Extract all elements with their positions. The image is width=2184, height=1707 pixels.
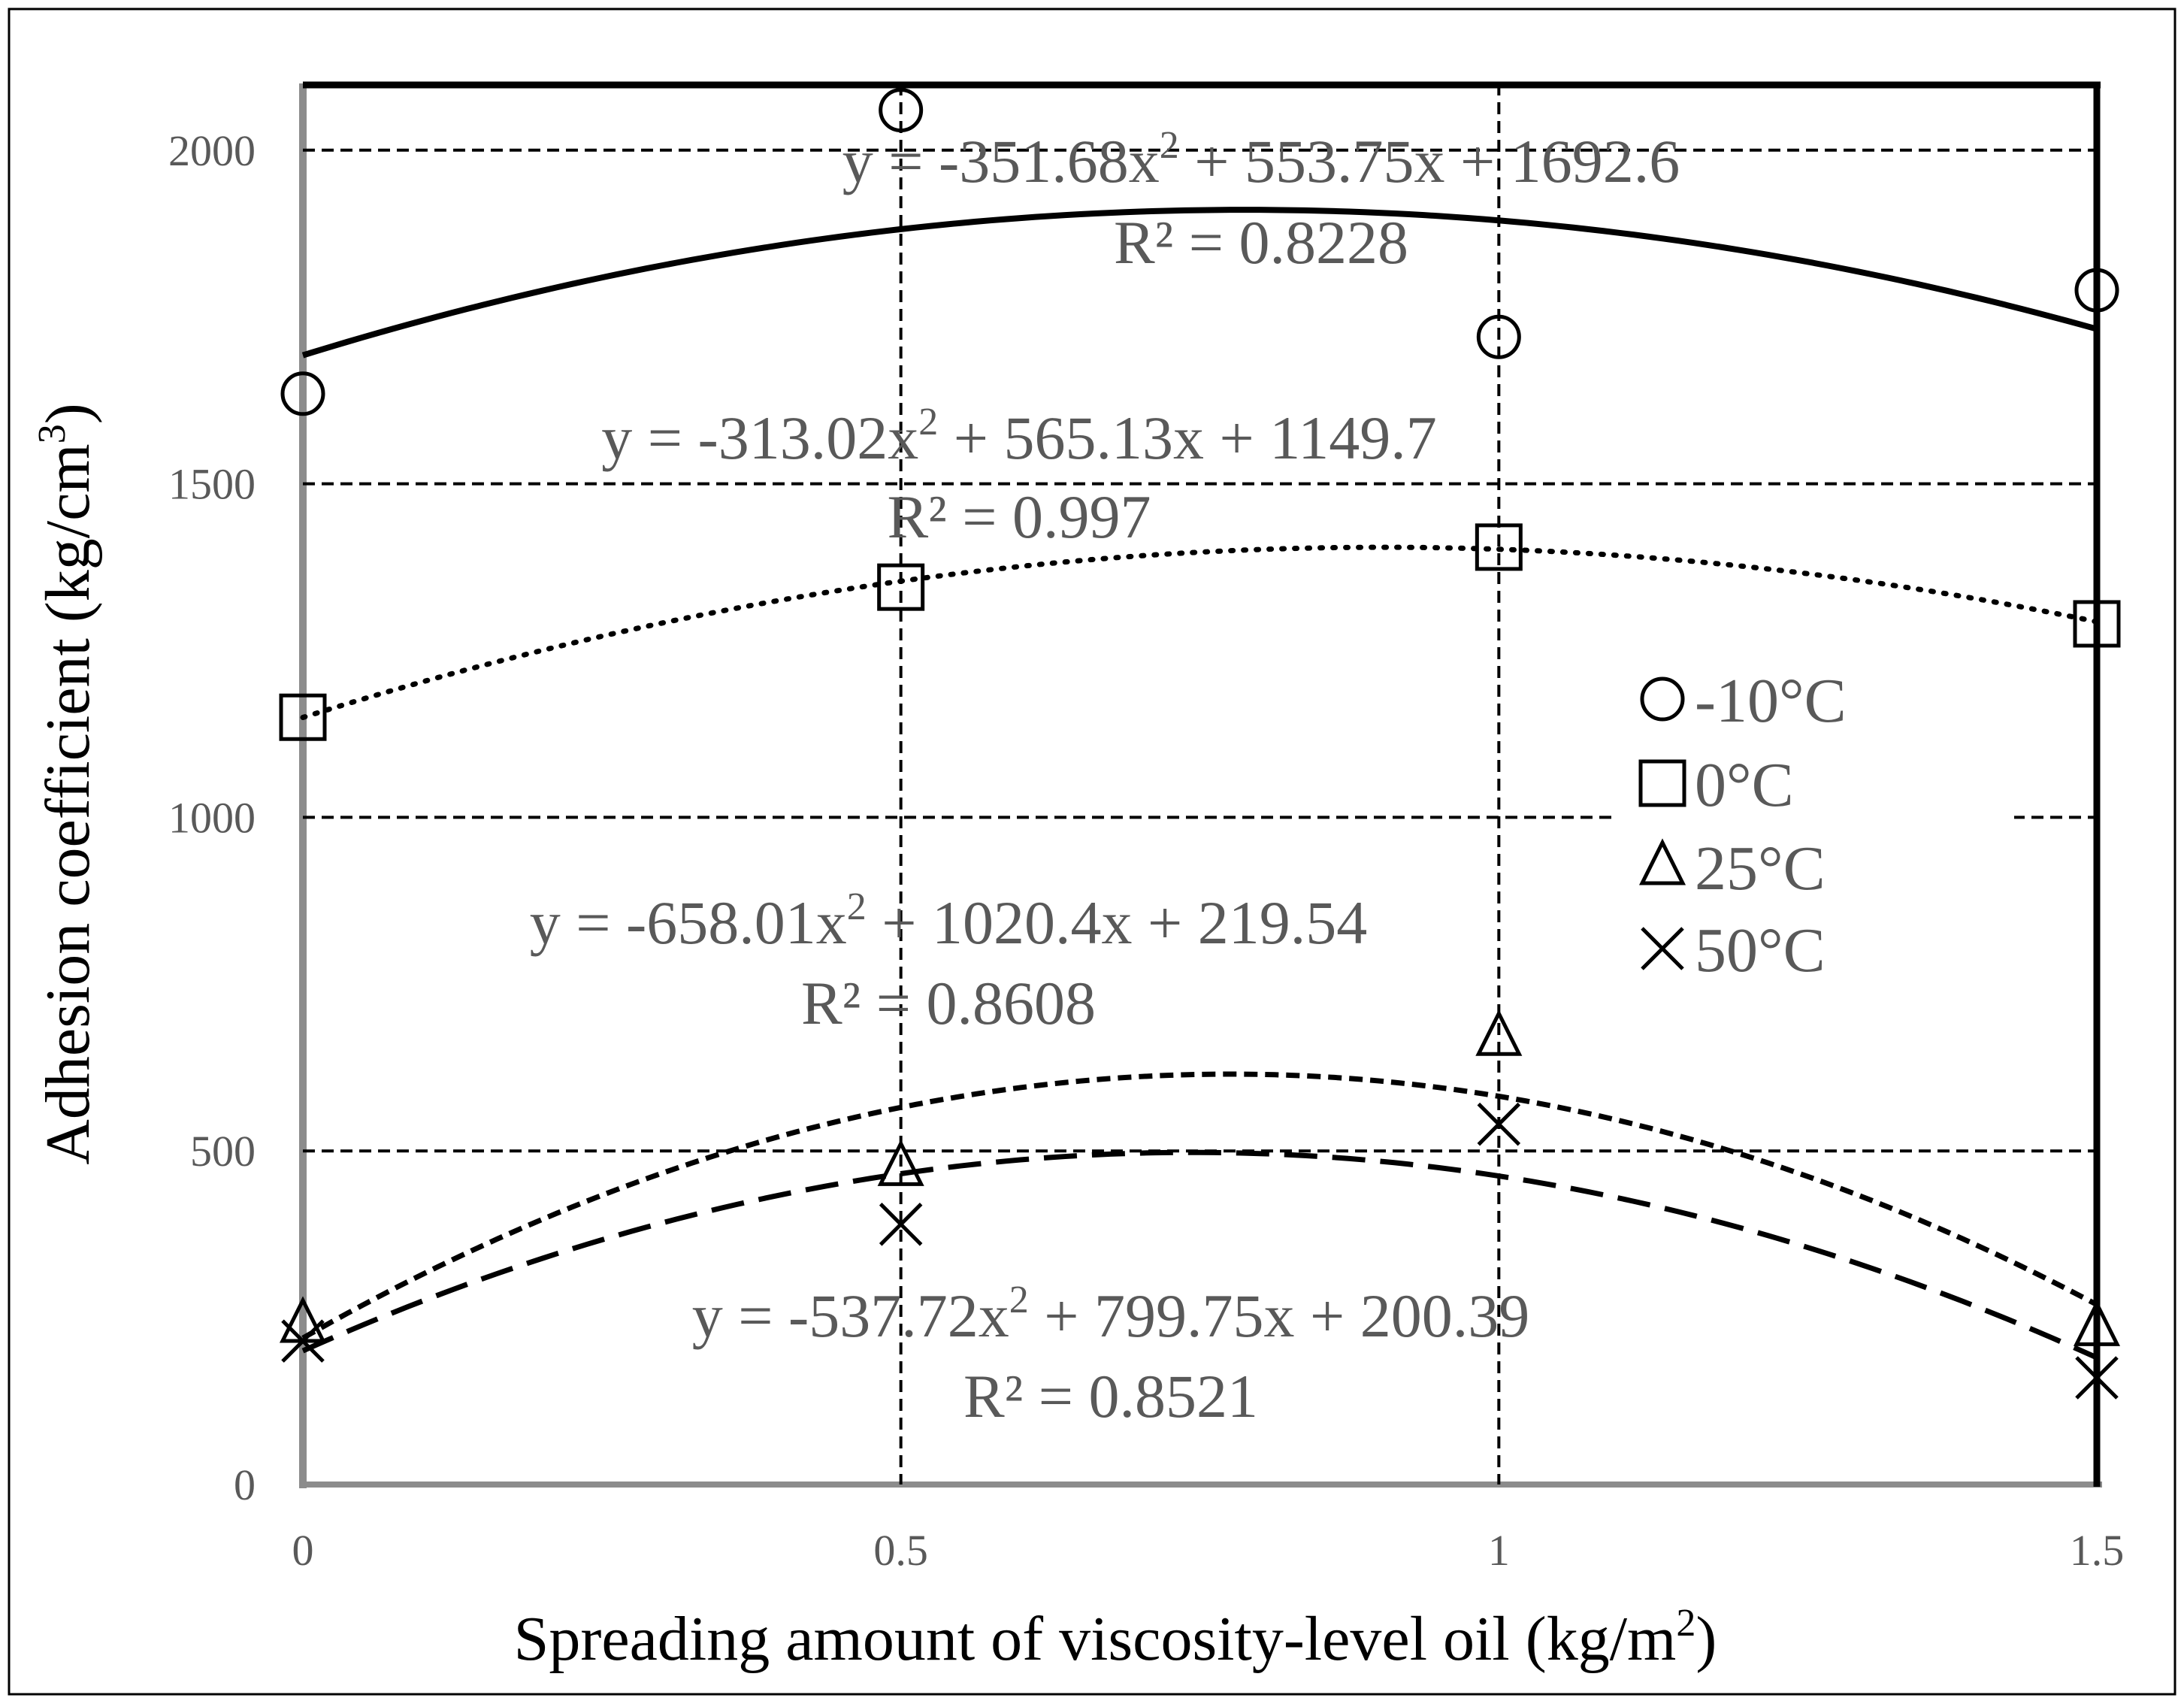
trend-equations: y = -351.68x2 + 553.75x + 1692.6 R² = 0.8… [530,124,1680,1430]
legend-label: 50°C [1695,916,1826,985]
data-point-cross [879,1203,923,1246]
data-point-triangle [1475,1009,1523,1056]
data-point-circle [2074,268,2119,313]
data-point-cross [281,1319,325,1363]
trend-r-squared: R² = 0.997 [887,483,1151,551]
data-point-square [1475,523,1523,571]
legend-label: 0°C [1695,750,1794,820]
y-tick-label: 500 [190,1127,256,1176]
x-axis-title: Spreading amount of viscosity-level oil … [514,1602,1717,1674]
legend-background [1616,658,2014,988]
trend-equation: y = -658.01x2 + 1020.4x + 219.54 [530,885,1368,957]
legend-label: 25°C [1695,834,1826,903]
legend-marker-circle [1640,676,1685,722]
legend-marker-square [1638,759,1686,807]
tick-labels: 0 500 1000 1500 2000 0 0.5 1 1.5 [168,126,2124,1575]
data-markers [279,88,2121,1400]
x-tick-label: 0.5 [873,1526,928,1575]
trendline-solid [301,207,2098,359]
x-tick-label: 1 [1488,1526,1510,1575]
y-tick-label: 0 [234,1460,256,1509]
legend-marker-triangle [1638,838,1686,885]
data-point-circle [1476,314,1521,359]
y-axis-title-sup: 3 [31,424,74,443]
legend-item: 25°C [1638,834,1826,903]
trend-r-squared: R² = 0.8608 [801,969,1096,1037]
legend-label: -10°C [1695,666,1847,736]
x-tick-label: 0 [292,1526,314,1575]
trendline-long-dash [301,1149,2098,1360]
y-tick-label: 2000 [168,126,256,175]
x-axis-title-end: ) [1695,1604,1717,1674]
data-point-triangle [2073,1299,2121,1346]
y-axis-title: Adhesion coefficient (kg/cm3) [31,403,103,1164]
trend-r-squared: R² = 0.8228 [1114,208,1408,277]
data-point-circle [280,371,325,416]
data-point-square [279,693,327,741]
trend-r-squared: R² = 0.8521 [963,1362,1258,1430]
legend-item: -10°C [1640,666,1847,736]
trendline-dotted [300,544,2100,720]
x-tick-label: 1.5 [2070,1526,2125,1575]
trend-equation: y = -537.72x2 + 799.75x + 200.39 [692,1279,1530,1350]
data-point-square [2073,600,2121,648]
data-point-circle [879,88,924,133]
legend-item: 50°C [1641,916,1826,985]
y-tick-label: 1000 [168,793,256,842]
legend: -10°C 0°C 25°C 50°C [1638,666,1847,985]
data-point-cross [1477,1102,1521,1146]
y-tick-label: 1500 [168,460,256,509]
legend-marker-cross [1641,927,1684,970]
x-axis-title-sup: 2 [1676,1602,1695,1645]
trendlines [300,207,2100,1360]
y-axis-title-end: ) [33,403,103,424]
data-point-triangle [877,1139,924,1186]
trend-equation: y = -351.68x2 + 553.75x + 1692.6 [842,124,1680,195]
trend-equation: y = -313.02x2 + 565.13x + 1149.7 [601,401,1437,472]
data-point-square [877,563,925,611]
legend-item: 0°C [1638,750,1794,820]
data-point-cross [2075,1356,2119,1400]
